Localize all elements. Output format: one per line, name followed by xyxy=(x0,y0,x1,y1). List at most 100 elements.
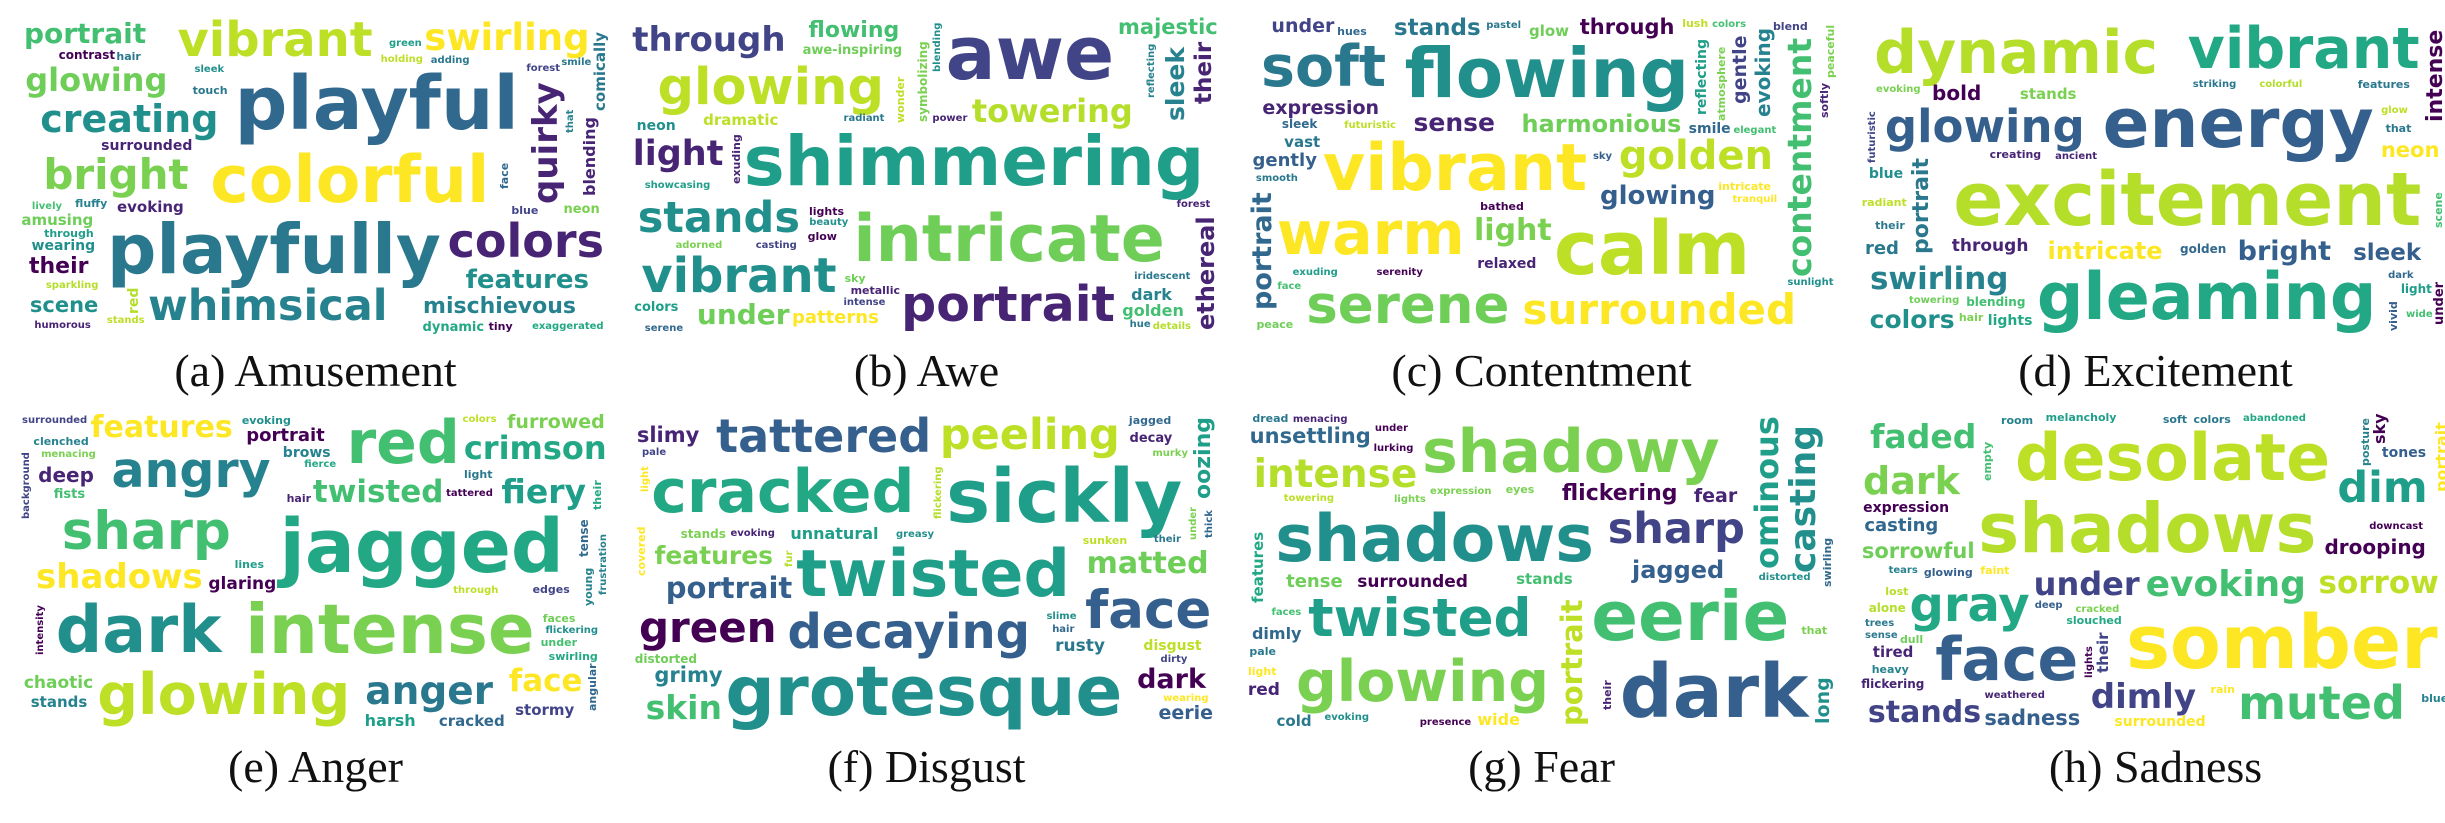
cloud-word: lurking xyxy=(1373,443,1414,455)
cloud-word: forest xyxy=(1176,199,1211,211)
cloud-word: lights xyxy=(809,204,845,218)
cloud-word: light xyxy=(2400,282,2432,297)
cloud-word: shadows xyxy=(36,556,203,597)
cloud-word: adding xyxy=(430,55,470,67)
cloud-word: features xyxy=(465,264,589,295)
cloud-word: hair xyxy=(286,492,312,506)
cloud-word: intense xyxy=(843,297,886,309)
cloud-word: under xyxy=(696,297,790,331)
cloud-word: red xyxy=(346,410,460,478)
cloud-word: evoking xyxy=(2145,564,2306,606)
cloud-word: bright xyxy=(2237,236,2331,268)
cloud-word: evoking xyxy=(730,528,775,540)
cloud-word: casting xyxy=(1782,424,1824,573)
cloud-word: blending xyxy=(932,22,944,72)
cloud-word: blending xyxy=(1966,295,2026,310)
cloud-word: surrounded xyxy=(2114,713,2206,730)
cloud-word: sky xyxy=(844,272,866,286)
cloud-word: long xyxy=(1812,677,1835,725)
cloud-word: vibrant xyxy=(641,247,837,304)
cloud-word: alone xyxy=(1868,601,1906,616)
cloud-word: faded xyxy=(1870,417,1977,457)
cloud-word: neon xyxy=(636,117,676,134)
panel-e: jagged intense dark red glowing sharp angry ang… xyxy=(19,410,612,800)
cloud-word: wearing xyxy=(31,238,96,255)
cloud-word: soft xyxy=(1261,34,1387,101)
cloud-word: creating xyxy=(40,97,219,142)
cloud-word: forest xyxy=(526,63,561,75)
panel-a: playful playfully colorful whimsical vibrant… xyxy=(19,14,612,404)
cloud-word: glowing xyxy=(657,57,884,117)
cloud-word: crimson xyxy=(463,429,607,468)
cloud-word: jagged xyxy=(1631,555,1725,584)
cloud-word: stands xyxy=(106,314,145,326)
cloud-word: casting xyxy=(1864,515,1939,537)
cloud-word: faces xyxy=(542,611,576,625)
cloud-word: evoking xyxy=(241,413,291,427)
cloud-word: decay xyxy=(1129,431,1173,447)
cloud-word: under xyxy=(1188,507,1200,541)
cloud-word: lights xyxy=(2083,645,2095,678)
cloud-word: slime xyxy=(1046,610,1077,622)
cloud-word: dimly xyxy=(2090,677,2197,718)
cloud-word: patterns xyxy=(791,306,879,328)
cloud-word: whimsical xyxy=(148,281,388,332)
cloud-word: murky xyxy=(1152,447,1188,459)
cloud-word: pale xyxy=(642,447,667,459)
cloud-word: neon xyxy=(563,201,600,217)
cloud-word: relaxed xyxy=(1477,255,1537,272)
cloud-word: intense xyxy=(1253,451,1418,497)
word-cloud: sickly grotesque twisted cracked decaying fac… xyxy=(630,410,1223,732)
cloud-word: stands xyxy=(1516,570,1573,588)
cloud-word: their xyxy=(1153,534,1181,546)
cloud-word: dynamic xyxy=(422,319,485,335)
cloud-word: fists xyxy=(53,487,86,503)
cloud-word: power xyxy=(932,112,968,124)
cloud-word: flickering xyxy=(1561,480,1678,506)
cloud-word: blending xyxy=(580,117,600,197)
cloud-word: portrait xyxy=(1554,599,1589,726)
cloud-word: twisted xyxy=(312,473,444,510)
cloud-word: expression xyxy=(1262,96,1380,119)
cloud-word: cracked xyxy=(2075,604,2120,616)
cloud-word: light xyxy=(639,465,651,492)
cloud-word: lush xyxy=(1682,17,1709,31)
cloud-word: glow xyxy=(2381,105,2408,117)
cloud-word: deep xyxy=(38,463,94,487)
cloud-word: face xyxy=(1935,624,2079,695)
cloud-word: sleek xyxy=(194,63,225,75)
cloud-word: blue xyxy=(1868,165,1904,182)
cloud-word: covered xyxy=(635,526,649,576)
cloud-word: wide xyxy=(1477,709,1520,729)
cloud-word: lively xyxy=(31,200,63,212)
cloud-word: warm xyxy=(1276,199,1465,270)
cloud-word: eyes xyxy=(1505,483,1535,497)
cloud-word: flickering xyxy=(545,624,599,636)
cloud-word: under xyxy=(1374,423,1409,435)
cloud-word: jagged xyxy=(279,503,564,590)
panel-caption: (h) Sadness xyxy=(2048,741,2263,792)
cloud-word: shadowy xyxy=(1421,416,1720,487)
cloud-word: awe xyxy=(945,14,1115,98)
cloud-word: dynamic xyxy=(1874,18,2159,89)
cloud-word: gray xyxy=(1909,576,2030,633)
cloud-word: atmosphere xyxy=(1714,46,1728,121)
cloud-word: abandoned xyxy=(2243,412,2306,424)
cloud-word: muted xyxy=(2238,676,2405,731)
panel-d: excitement energy gleaming dynamic vibrant gl… xyxy=(1859,14,2445,404)
panel-caption: (c) Contentment xyxy=(1391,345,1692,396)
cloud-word: blend xyxy=(1772,19,1808,33)
panel-caption: (e) Anger xyxy=(228,741,403,792)
cloud-word: evoking xyxy=(116,197,184,216)
cloud-word: details xyxy=(1152,320,1191,332)
cloud-word: calm xyxy=(1553,206,1751,293)
cloud-word: frustration xyxy=(597,533,609,595)
cloud-word: red xyxy=(1864,238,1899,260)
cloud-word: features xyxy=(1249,531,1268,603)
cloud-word: colors xyxy=(2193,412,2231,426)
word-cloud: excitement energy gleaming dynamic vibrant gl… xyxy=(1859,14,2445,336)
cloud-word: distorted xyxy=(1758,571,1811,583)
cloud-word: cracked xyxy=(438,711,505,730)
cloud-word: glaring xyxy=(208,573,277,594)
